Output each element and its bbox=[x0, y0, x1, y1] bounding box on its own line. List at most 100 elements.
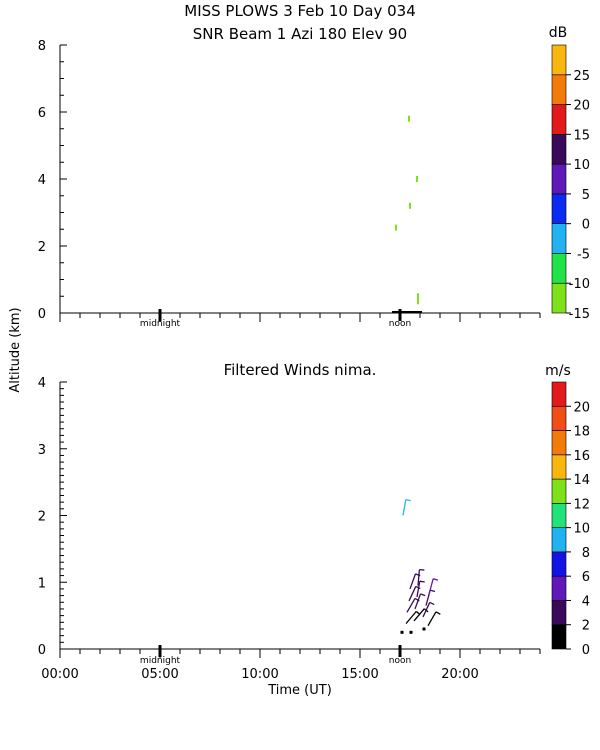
snr-panel: 0 2 4 6 8 bbox=[38, 39, 541, 322]
wind-colorbar-segment bbox=[551, 405, 567, 431]
wind-colorbar: 0 2 4 6 8 10 12 14 16 18 20 bbox=[551, 381, 590, 658]
wind-panel: 0 1 2 3 4 bbox=[38, 376, 541, 658]
snr-y-tick-label: 6 bbox=[38, 106, 46, 121]
wind-barb-flag bbox=[420, 593, 426, 597]
wind-y-tick-label: 0 bbox=[38, 643, 46, 658]
snr-colorbar-segment bbox=[551, 223, 567, 254]
wind-barb-calm bbox=[409, 630, 413, 634]
snr-colorbar-tick-label: 5 bbox=[582, 188, 590, 203]
wind-noon-marker: noon bbox=[389, 656, 411, 666]
wind-colorbar-tick-label: 14 bbox=[573, 473, 590, 488]
wind-barb-flag bbox=[432, 578, 439, 581]
x-tick-labels: 00:00 05:00 10:00 15:00 20:00 bbox=[41, 667, 478, 682]
snr-noon-marker: noon bbox=[389, 319, 411, 329]
snr-colorbar-segment bbox=[551, 44, 567, 76]
snr-colorbar-tick-label: 15 bbox=[573, 128, 590, 143]
wind-y-tick-label: 2 bbox=[38, 510, 46, 525]
snr-midnight-marker: midnight bbox=[140, 319, 181, 329]
wind-colorbar-segment bbox=[551, 478, 567, 504]
wind-barb bbox=[416, 581, 421, 598]
wind-colorbar-tick-label: 20 bbox=[573, 400, 590, 415]
figure-title: MISS PLOWS 3 Feb 10 Day 034 bbox=[184, 2, 415, 20]
snr-data-point bbox=[417, 298, 419, 305]
y-axis-label: Altitude (km) bbox=[8, 307, 23, 392]
wind-colorbar-tick-label: 12 bbox=[573, 497, 590, 512]
snr-colorbar-segment bbox=[551, 163, 567, 195]
wind-barb bbox=[409, 573, 417, 590]
wind-colorbar-tick-label: 10 bbox=[573, 522, 590, 537]
wind-barb bbox=[422, 602, 431, 618]
wind-panel-title: Filtered Winds nima. bbox=[224, 361, 377, 379]
snr-colorbar-unit: dB bbox=[549, 25, 568, 41]
wind-barb bbox=[428, 578, 434, 595]
snr-panel-title: SNR Beam 1 Azi 180 Elev 90 bbox=[193, 25, 407, 43]
snr-colorbar-tick-label: 10 bbox=[573, 158, 590, 173]
snr-colorbar-tick-label: -15 bbox=[569, 307, 590, 322]
x-tick-label: 05:00 bbox=[141, 667, 178, 682]
x-axis-label: Time (UT) bbox=[267, 683, 332, 698]
snr-y-tick-label: 4 bbox=[38, 173, 46, 188]
x-tick-label: 00:00 bbox=[41, 667, 78, 682]
wind-barb-flag bbox=[429, 601, 435, 606]
wind-colorbar-segment bbox=[551, 600, 567, 626]
wind-colorbar-segment bbox=[551, 624, 567, 650]
wind-barb bbox=[417, 569, 421, 586]
wind-y-tick-label: 1 bbox=[38, 576, 46, 591]
snr-colorbar: -15 -10 -5 0 5 10 15 20 25 bbox=[551, 44, 590, 322]
wind-barb-flag bbox=[429, 589, 436, 593]
wind-barb bbox=[402, 499, 407, 516]
snr-colorbar-segment bbox=[551, 282, 567, 314]
wind-colorbar-tick-label: 4 bbox=[582, 594, 590, 609]
snr-y-tick-label: 0 bbox=[38, 307, 46, 322]
wind-colorbar-tick-label: 2 bbox=[582, 619, 590, 634]
x-tick-label: 15:00 bbox=[341, 667, 378, 682]
wind-barb bbox=[427, 611, 437, 626]
snr-colorbar-tick-label: -10 bbox=[569, 277, 590, 292]
wind-colorbar-tick-label: 8 bbox=[582, 546, 590, 561]
wind-colorbar-segment bbox=[551, 381, 567, 407]
wind-y-tick-label: 4 bbox=[38, 376, 46, 391]
snr-y-tick-label: 8 bbox=[38, 39, 46, 54]
wind-colorbar-segment bbox=[551, 430, 567, 456]
snr-data-point bbox=[417, 293, 419, 300]
snr-colorbar-segment bbox=[551, 193, 567, 224]
snr-data-point bbox=[416, 176, 418, 182]
wind-y-tick-label: 3 bbox=[38, 443, 46, 458]
snr-data-point bbox=[408, 115, 410, 122]
wind-colorbar-unit: m/s bbox=[545, 363, 571, 379]
x-tick-label: 10:00 bbox=[241, 667, 278, 682]
x-tick-label: 20:00 bbox=[441, 667, 478, 682]
wind-colorbar-tick-label: 16 bbox=[573, 449, 590, 464]
wind-barb bbox=[406, 598, 416, 613]
wind-colorbar-segment bbox=[551, 575, 567, 601]
wind-colorbar-tick-label: 0 bbox=[582, 643, 590, 658]
snr-colorbar-tick-label: 0 bbox=[582, 218, 590, 233]
snr-data-point bbox=[409, 202, 411, 209]
wind-colorbar-tick-label: 18 bbox=[573, 425, 590, 440]
wind-colorbar-tick-label: 6 bbox=[582, 570, 590, 585]
wind-colorbar-segment bbox=[551, 454, 567, 480]
snr-colorbar-segment bbox=[551, 74, 567, 105]
wind-colorbar-segment bbox=[551, 551, 567, 577]
snr-y-tick-label: 2 bbox=[38, 240, 46, 255]
wind-barb-flag bbox=[435, 611, 441, 615]
snr-colorbar-tick-label: -5 bbox=[577, 247, 590, 262]
wind-barb bbox=[405, 610, 417, 625]
wind-midnight-marker: midnight bbox=[140, 656, 181, 666]
wind-barb-calm bbox=[400, 630, 404, 634]
wind-colorbar-segment bbox=[551, 503, 567, 528]
snr-colorbar-tick-label: 20 bbox=[573, 99, 590, 114]
snr-data-point bbox=[395, 224, 397, 231]
wind-barb-flag bbox=[419, 580, 425, 583]
snr-colorbar-segment bbox=[551, 253, 567, 284]
wind-barb bbox=[413, 608, 425, 622]
snr-colorbar-tick-label: 25 bbox=[573, 69, 590, 84]
wind-barb bbox=[408, 586, 417, 602]
wind-colorbar-segment bbox=[551, 527, 567, 553]
wind-barb-calm bbox=[422, 627, 426, 631]
wind-barb bbox=[414, 593, 422, 610]
snr-colorbar-segment bbox=[551, 134, 567, 165]
wind-barb-flag bbox=[405, 499, 411, 502]
snr-colorbar-segment bbox=[551, 104, 567, 135]
